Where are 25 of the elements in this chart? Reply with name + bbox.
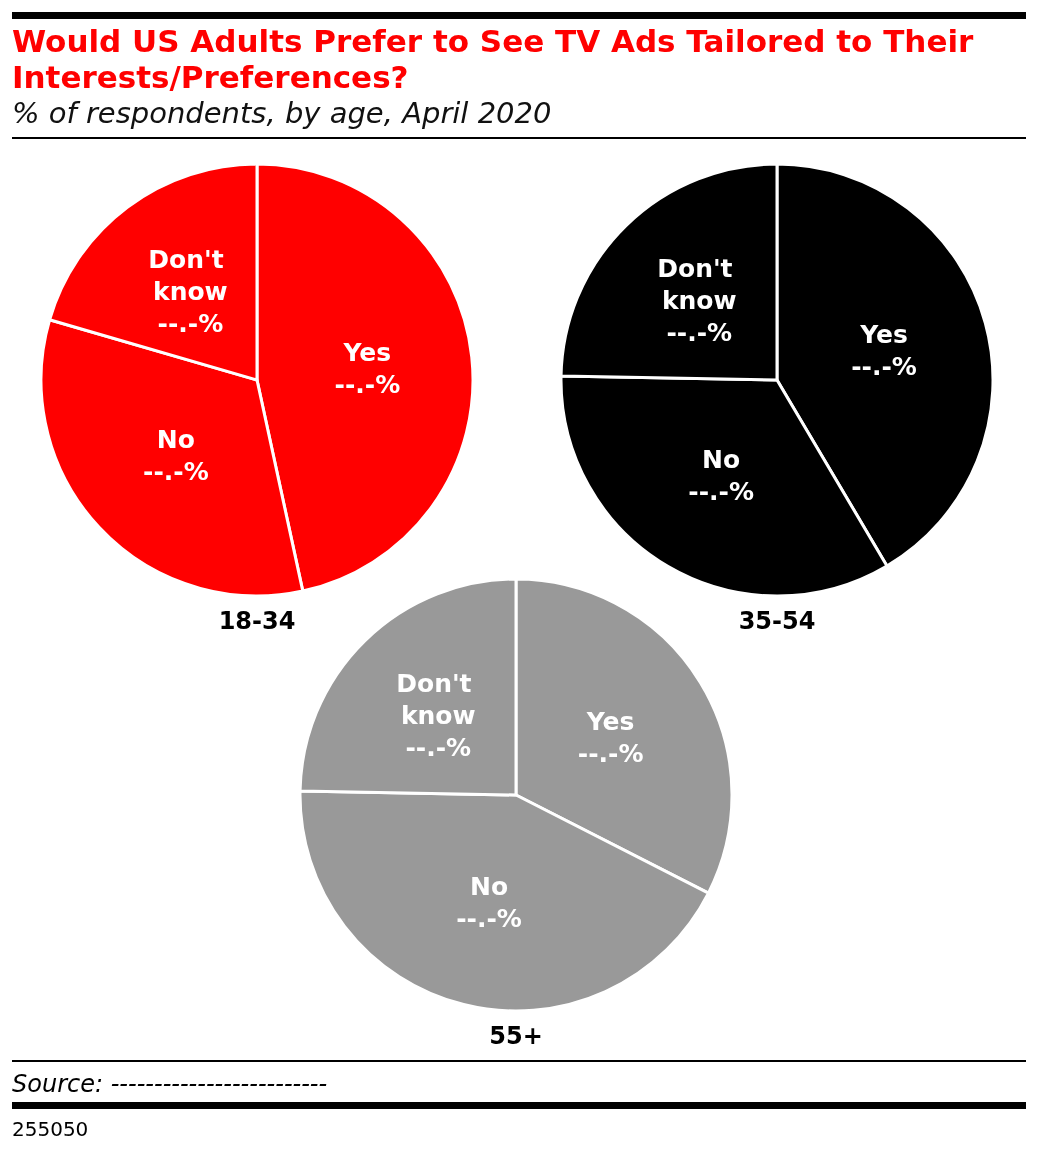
data-label: --.-%	[666, 318, 733, 348]
slice-label: No	[470, 872, 509, 902]
text: 18-34	[218, 607, 296, 635]
slice-label: Don't know	[657, 254, 742, 316]
data-label: --.-%	[405, 733, 472, 763]
slice-label: Don't know	[148, 244, 233, 306]
data-label: --.-%	[456, 904, 522, 934]
slice-label: Yes	[859, 320, 908, 350]
slice-label: Don't know	[396, 669, 481, 731]
data-label: --.-%	[157, 308, 224, 338]
slice-label: No	[156, 425, 195, 455]
text: 55+	[489, 1022, 543, 1050]
slice-label: Yes	[585, 706, 635, 736]
text: 35-54	[738, 607, 816, 635]
source-note: Source: -------------------------	[12, 1062, 1026, 1109]
data-label: --.-%	[577, 738, 644, 768]
data-label: --.-%	[688, 477, 754, 507]
slice-label: Yes	[342, 337, 392, 367]
text: 255050	[12, 1116, 90, 1141]
data-label: --.-%	[334, 369, 401, 399]
data-label: --.-%	[851, 352, 917, 382]
data-label: --.-%	[143, 457, 209, 487]
slice-label: No	[702, 445, 741, 475]
chart-title: Would US Adults Prefer to See TV Ads Tailored to Their Interests/Preferences?	[12, 23, 975, 95]
chart-subtitle: % of respondents, by age, April 2020	[12, 95, 553, 131]
